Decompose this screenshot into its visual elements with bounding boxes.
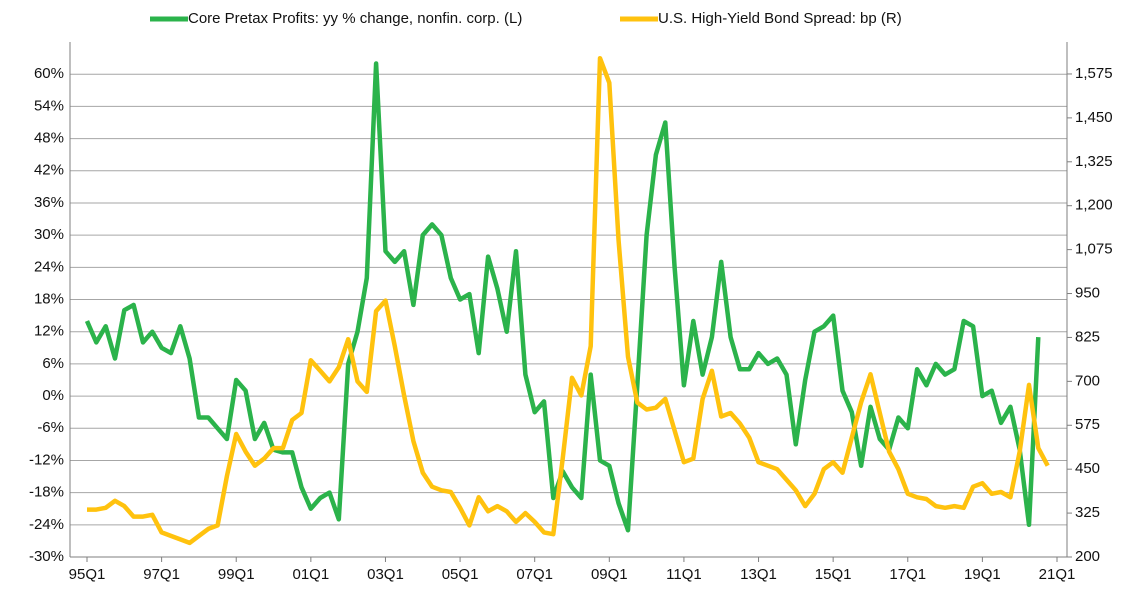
y2-tick-label: 200 — [1075, 548, 1100, 565]
x-tick-label: 15Q1 — [815, 566, 852, 583]
x-tick-label: 03Q1 — [367, 566, 404, 583]
legend-label: U.S. High-Yield Bond Spread: bp (R) — [658, 10, 902, 27]
x-tick-label: 01Q1 — [292, 566, 329, 583]
y2-tick-label: 450 — [1075, 460, 1100, 477]
y-tick-label: 18% — [34, 290, 64, 307]
y-tick-label: 36% — [34, 194, 64, 211]
y-tick-label: 12% — [34, 323, 64, 340]
y2-tick-label: 325 — [1075, 504, 1100, 521]
y2-tick-label: 1,575 — [1075, 65, 1113, 82]
y-tick-label: 48% — [34, 130, 64, 147]
y2-tick-label: 825 — [1075, 328, 1100, 345]
y-tick-label: -12% — [29, 451, 64, 468]
x-tick-label: 99Q1 — [218, 566, 255, 583]
y2-tick-label: 1,450 — [1075, 109, 1113, 126]
legend-label: Core Pretax Profits: yy % change, nonfin… — [188, 10, 522, 27]
y2-tick-label: 700 — [1075, 372, 1100, 389]
x-tick-label: 05Q1 — [442, 566, 479, 583]
x-tick-label: 11Q1 — [666, 566, 702, 583]
series-line — [87, 55, 1050, 546]
x-tick-label: 13Q1 — [740, 566, 777, 583]
y-tick-label: 30% — [34, 226, 64, 243]
y2-tick-label: 575 — [1075, 416, 1100, 433]
x-tick-label: 97Q1 — [143, 566, 180, 583]
y-tick-label: 60% — [34, 65, 64, 82]
x-tick-label: 07Q1 — [516, 566, 553, 583]
y-tick-label: 6% — [42, 355, 64, 372]
x-tick-label: 21Q1 — [1039, 566, 1076, 583]
y-tick-label: 54% — [34, 97, 64, 114]
y2-tick-label: 1,200 — [1075, 197, 1113, 214]
y-tick-label: 0% — [42, 387, 64, 404]
y-tick-label: -6% — [37, 419, 64, 436]
y-tick-label: -30% — [29, 548, 64, 565]
x-tick-label: 09Q1 — [591, 566, 628, 583]
x-tick-label: 19Q1 — [964, 566, 1001, 583]
x-tick-label: 17Q1 — [889, 566, 926, 583]
y-tick-label: 24% — [34, 258, 64, 275]
y-tick-label: 42% — [34, 162, 64, 179]
x-tick-label: 95Q1 — [69, 566, 106, 583]
y-tick-label: -18% — [29, 484, 64, 501]
y-tick-label: -24% — [29, 516, 64, 533]
y2-tick-label: 950 — [1075, 284, 1100, 301]
y2-tick-label: 1,075 — [1075, 241, 1113, 258]
y2-tick-label: 1,325 — [1075, 153, 1113, 170]
